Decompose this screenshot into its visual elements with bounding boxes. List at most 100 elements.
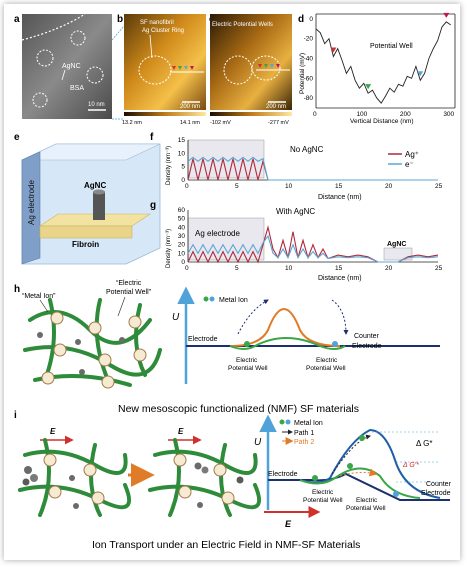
panel-f-title: No AgNC (290, 145, 324, 154)
panel-a-cluster (32, 92, 48, 108)
panel-a-pointer (61, 69, 66, 81)
panel-i-well1a: Electric (312, 489, 334, 496)
panel-h-hop-arrow (331, 299, 349, 335)
panel-i-well1b: Potential Well (303, 497, 343, 504)
panel-h-epw-label-1: “Electric (116, 280, 142, 287)
panel-d-y-tick: -40 (304, 56, 314, 63)
panel-h-legend-ion-dot (209, 296, 215, 302)
panel-h-epw-label-2: Potential Well” (106, 289, 152, 296)
panel-d-y-tick: 0 (309, 16, 313, 23)
panel-c-well-ring (251, 55, 281, 81)
panel-h-ion (75, 339, 81, 345)
panel-i-legend-ion-dot (285, 419, 291, 425)
panel-b-cbar-min: 13.2 nm (122, 120, 142, 126)
panel-c-label: Electric Potential Wells (212, 22, 273, 28)
panel-c-marker-red (258, 64, 262, 68)
panel-f-x-tick: 20 (385, 183, 393, 190)
panel-e-device: Ag electrode Fibroin AgNC (21, 143, 161, 265)
panel-d-well-marker (330, 47, 337, 53)
panel-a-cluster (36, 49, 54, 67)
panel-i-e-label: E (50, 427, 56, 436)
panel-h-well (101, 375, 115, 389)
panel-h-ion (79, 369, 85, 375)
panel-i-legend-ion-dot (279, 419, 285, 425)
panel-b-scale-label: 200 nm (180, 104, 200, 110)
panel-d-ylabel: Potential (mV) (299, 53, 306, 94)
panel-g-x-tick: 20 (385, 265, 393, 272)
panel-h-legend-ion: Metal Ion (219, 297, 248, 304)
panel-f-legend-ag: Ag⁺ (405, 150, 419, 159)
panel-b-marker-red (172, 66, 176, 70)
panel-g-x-tick: 10 (285, 265, 293, 272)
panel-g-y-tick: 20 (178, 242, 186, 249)
panel-f-y-tick: 10 (178, 150, 186, 157)
panel-h-well2b: Potential Well (306, 365, 346, 372)
panel-h-legend-ion-dot (203, 296, 209, 302)
panel-b-ring (138, 55, 172, 85)
panel-b-cbar-max: 14.1 nm (180, 120, 200, 126)
panel-h-well (41, 371, 55, 385)
panel-d-chart: Potential Well Vertical Distance (nm) Po… (299, 12, 456, 125)
panel-h-well (50, 311, 64, 325)
panel-h-pointer (39, 299, 49, 313)
panel-h-well (53, 343, 67, 357)
panel-f-y-tick: 15 (178, 137, 186, 144)
panel-b-afm-image (124, 14, 206, 110)
panel-h-u-label: U (172, 312, 180, 323)
panel-e-electrode (21, 151, 41, 265)
panel-b-pointer (149, 34, 153, 59)
panel-h-well (98, 353, 112, 367)
panel-h-well1a: Electric (236, 357, 258, 364)
panel-a-bsa-label: BSA (70, 85, 84, 92)
panel-h-network (23, 296, 162, 389)
panel-h-ion (37, 332, 43, 338)
panel-c-colorbar (210, 112, 292, 116)
panel-h-well (128, 315, 142, 329)
panel-i-bottom-e-label: E (285, 519, 292, 529)
panel-d-x-tick: 300 (443, 111, 454, 118)
panel-f-y-tick: 5 (181, 164, 185, 171)
panel-g-y-tick: 10 (178, 250, 186, 257)
panel-h-green-wells (229, 337, 346, 350)
panel-i-tilted-baseline (268, 472, 450, 501)
panel-i-dg2-label: Δ G′* (402, 462, 419, 469)
panel-h-orange-barrier (229, 308, 341, 347)
panel-e-fibroin (39, 225, 133, 239)
panel-f-letter: f (150, 132, 154, 143)
panel-g-y-tick: 50 (178, 216, 186, 223)
panel-f-x-tick: 5 (235, 183, 239, 190)
panel-f-x-tick: 10 (285, 183, 293, 190)
panel-f-chart: No AgNC Distance (nm) Density (nm⁻³) Ag⁺… (166, 137, 443, 201)
panel-d-x-tick: 100 (356, 111, 367, 118)
panel-d-y-tick: -60 (304, 75, 314, 82)
panel-i-ion (312, 475, 318, 481)
panel-h-counter1: Counter (354, 333, 380, 340)
panel-h-ion (332, 341, 338, 347)
panel-i-ion (393, 491, 399, 497)
panel-g-x-tick: 15 (335, 265, 343, 272)
panel-h-metal-ion-label: “Metal Ion” (22, 293, 56, 300)
panel-h-well (88, 321, 102, 335)
panel-g-xlabel: Distance (nm) (318, 275, 362, 282)
panel-i-path2-arrow (339, 468, 378, 477)
panel-a-cluster (70, 30, 86, 46)
panel-e-agnc-label: AgNC (84, 181, 106, 190)
panel-i-counter1: Counter (426, 481, 452, 488)
panel-g-agnc-box (383, 247, 413, 261)
panel-g-ylabel: Density (nm⁻³) (166, 229, 172, 268)
panel-h-ion (119, 337, 125, 343)
panel-c-cbar-max: -277 mV (268, 120, 289, 126)
panel-f-x-tick: 25 (435, 183, 443, 190)
panel-h-hop-arrow (237, 299, 269, 335)
panel-i-u-label: U (254, 437, 262, 448)
panel-g-y-tick: 0 (181, 259, 185, 266)
panel-a-scale-label: 10 nm (88, 102, 105, 108)
panel-i-blue-barrier (299, 428, 441, 499)
panel-h-ion (244, 341, 250, 347)
panel-f-x-tick: 15 (335, 183, 343, 190)
panel-c-kpfm-image (210, 14, 292, 110)
panel-g-box1-label: Ag electrode (195, 229, 240, 238)
panel-c-marker-magenta (276, 64, 280, 68)
panel-b-marker-blue (184, 66, 188, 70)
